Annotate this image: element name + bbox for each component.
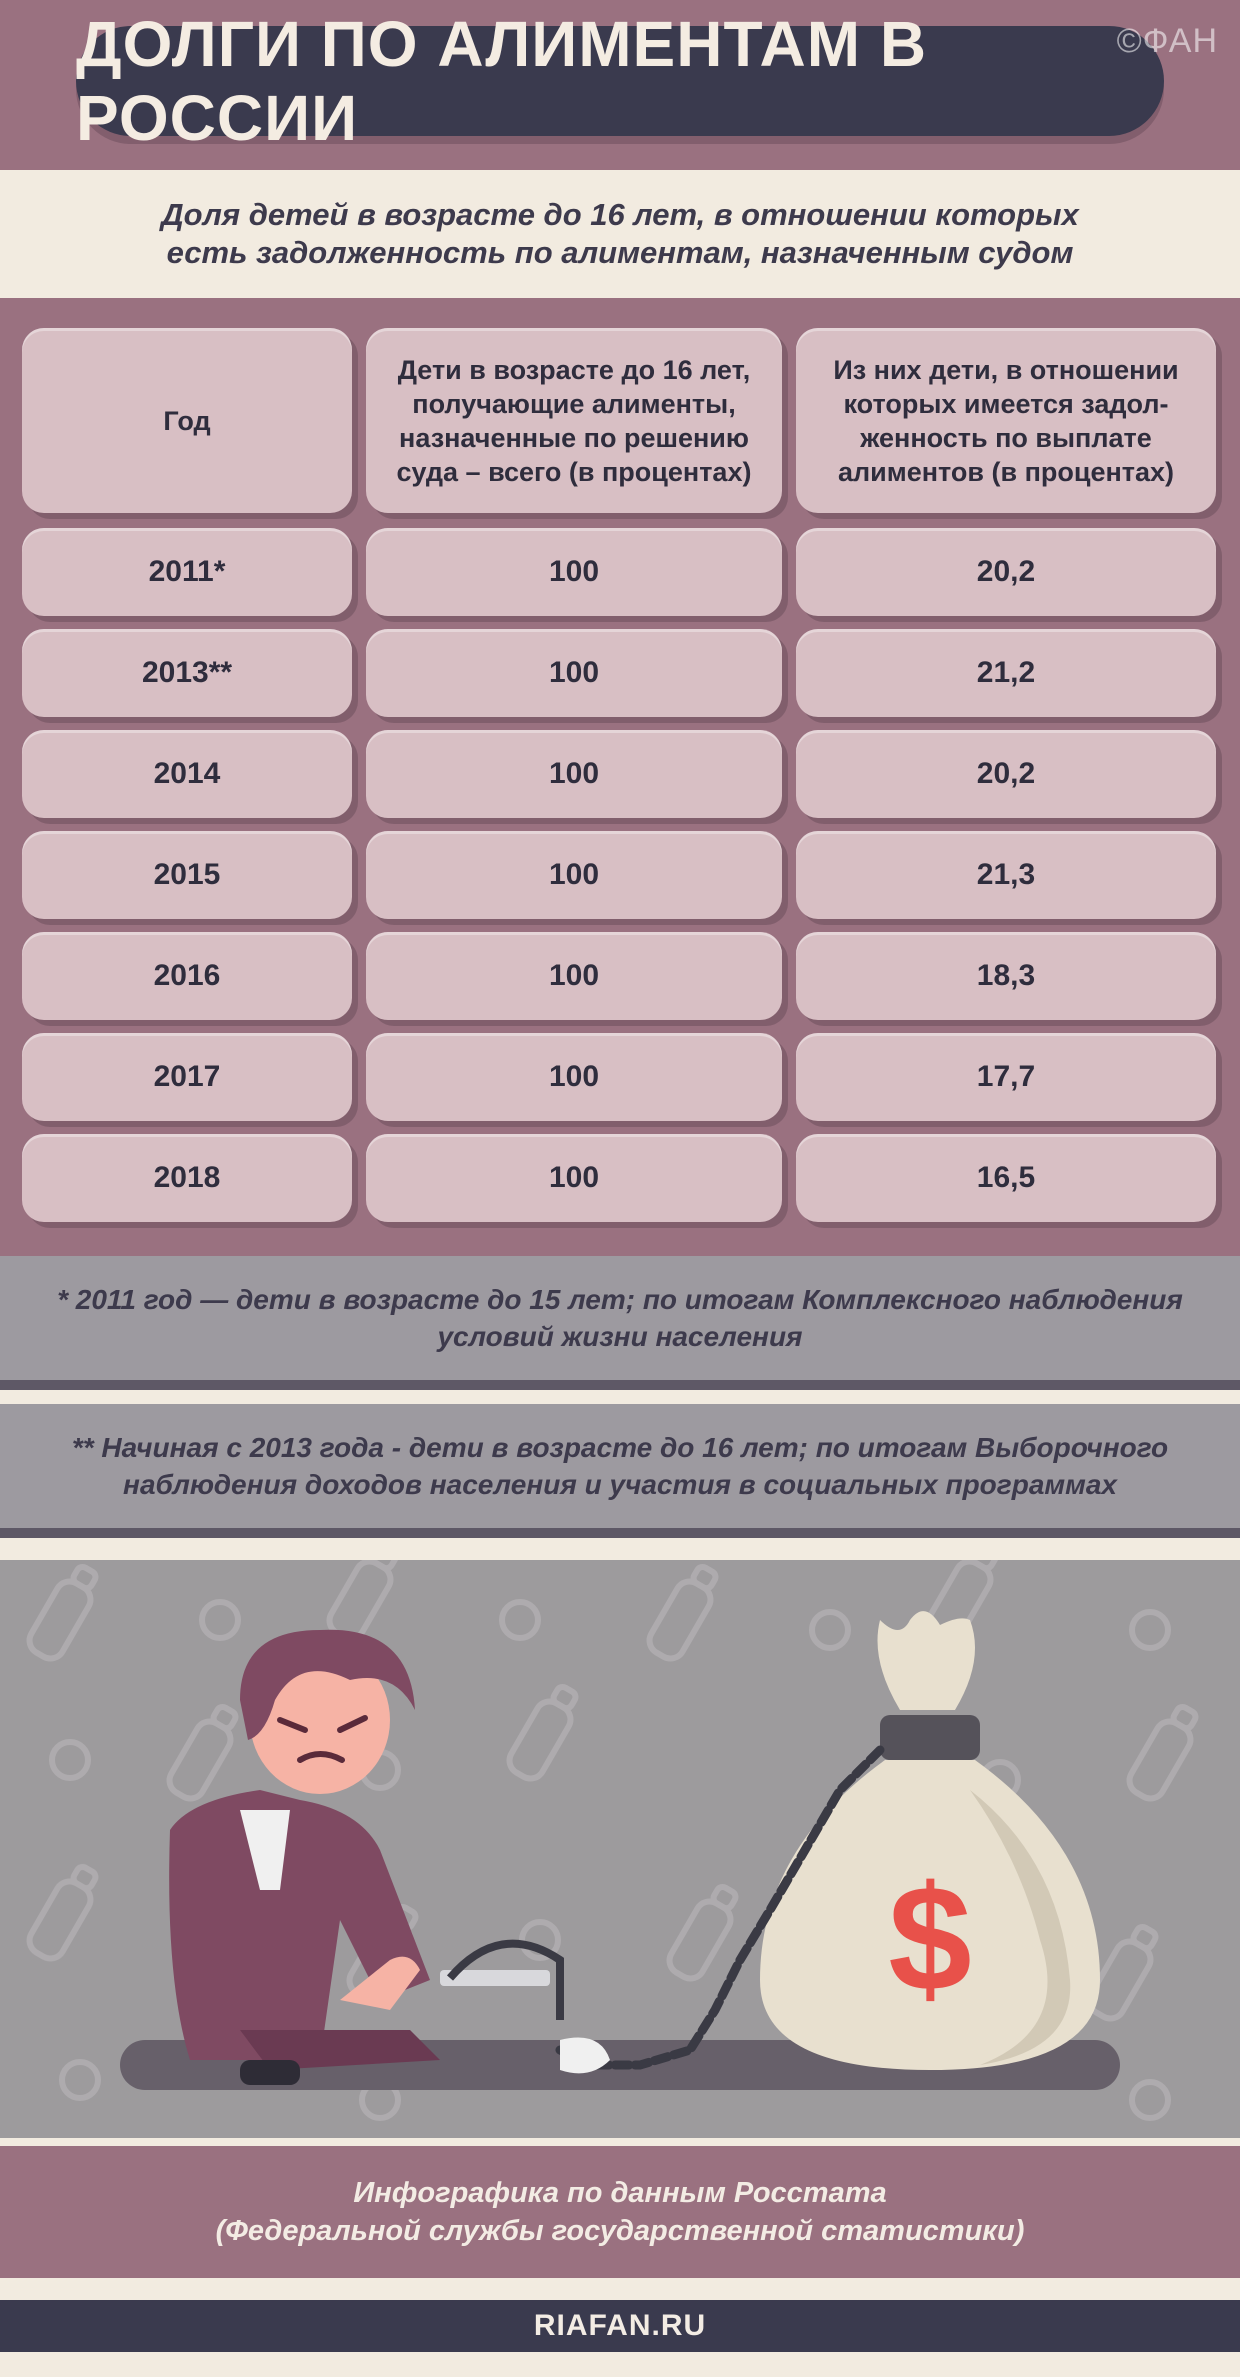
divider: [0, 1390, 1240, 1404]
cell-total: 100: [366, 629, 782, 717]
footnote-2011-line-1: * 2011 год — дети в возрасте до 15 лет; …: [57, 1284, 1183, 1315]
bottom-strip: [0, 2352, 1240, 2377]
illustration-svg: $: [26, 1560, 1199, 2121]
cell-year: 2011*: [22, 528, 352, 616]
site-link[interactable]: RIAFAN.RU: [533, 2309, 707, 2342]
cell-debt: 21,3: [796, 831, 1216, 919]
chain: [555, 1745, 885, 2070]
cell-year: 2013**: [22, 629, 352, 717]
cell-total: 100: [366, 528, 782, 616]
cell-total: 100: [366, 831, 782, 919]
column-header-total: Дети в возрасте до 16 лет, получающие ал…: [366, 328, 782, 513]
footnote-2011-line-2: условий жизни населения: [437, 1321, 803, 1352]
cell-debt: 16,5: [796, 1134, 1216, 1222]
footnote-2013: ** Начиная с 2013 года - дети в возрасте…: [0, 1404, 1240, 1528]
source-band: Инфографика по данным Росстата (Федераль…: [0, 2146, 1240, 2278]
money-bag-icon: [760, 1611, 1100, 2070]
illustration: $: [0, 1560, 1240, 2138]
divider: [0, 1538, 1240, 1560]
subtitle: Доля детей в возрасте до 16 лет, в отнош…: [0, 170, 1240, 298]
subtitle-line-2: есть задолженность по алиментам, назначе…: [166, 235, 1074, 270]
column-header-year: Год: [22, 328, 352, 513]
divider: [0, 1528, 1240, 1538]
watermark: ©ФАН: [1116, 22, 1218, 60]
cell-year: 2017: [22, 1033, 352, 1121]
cell-year: 2015: [22, 831, 352, 919]
data-table: Год Дети в возрасте до 16 лет, получающи…: [0, 298, 1240, 1256]
boy-character: [169, 1629, 610, 2085]
subtitle-line-1: Доля детей в возрасте до 16 лет, в отнош…: [161, 197, 1079, 232]
footnote-2013-line-1: ** Начиная с 2013 года - дети в возрасте…: [71, 1432, 1169, 1463]
cell-total: 100: [366, 730, 782, 818]
footnote-2011: * 2011 год — дети в возрасте до 15 лет; …: [0, 1256, 1240, 1380]
cell-debt: 20,2: [796, 730, 1216, 818]
cell-year: 2018: [22, 1134, 352, 1222]
cell-debt: 17,7: [796, 1033, 1216, 1121]
cell-year: 2014: [22, 730, 352, 818]
title-pill: ДОЛГИ ПО АЛИМЕНТАМ В РОССИИ: [76, 8, 1164, 154]
source-line-1: Инфографика по данным Росстата: [353, 2177, 887, 2209]
site-band: RIAFAN.RU: [0, 2300, 1240, 2352]
page-title: ДОЛГИ ПО АЛИМЕНТАМ В РОССИИ: [76, 8, 928, 154]
divider: [0, 1380, 1240, 1390]
cell-debt: 20,2: [796, 528, 1216, 616]
cell-debt: 21,2: [796, 629, 1216, 717]
divider: [0, 2278, 1240, 2300]
column-header-debt: Из них дети, в отношении которых имеется…: [796, 328, 1216, 513]
cell-total: 100: [366, 1134, 782, 1222]
header-band: ДОЛГИ ПО АЛИМЕНТАМ В РОССИИ ©ФАН: [0, 0, 1240, 170]
cell-total: 100: [366, 1033, 782, 1121]
cell-year: 2016: [22, 932, 352, 1020]
cell-total: 100: [366, 932, 782, 1020]
dollar-sign: $: [888, 1854, 971, 2022]
cell-debt: 18,3: [796, 932, 1216, 1020]
footnote-2013-line-2: наблюдения доходов населения и участия в…: [123, 1469, 1117, 1500]
source-line-2: (Федеральной службы государственной стат…: [215, 2215, 1025, 2247]
